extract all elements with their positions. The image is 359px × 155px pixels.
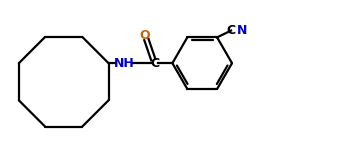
Text: C: C — [150, 57, 159, 70]
Text: NH: NH — [113, 57, 134, 70]
Text: N: N — [237, 24, 247, 37]
Text: C: C — [227, 24, 236, 37]
Text: O: O — [140, 29, 150, 42]
